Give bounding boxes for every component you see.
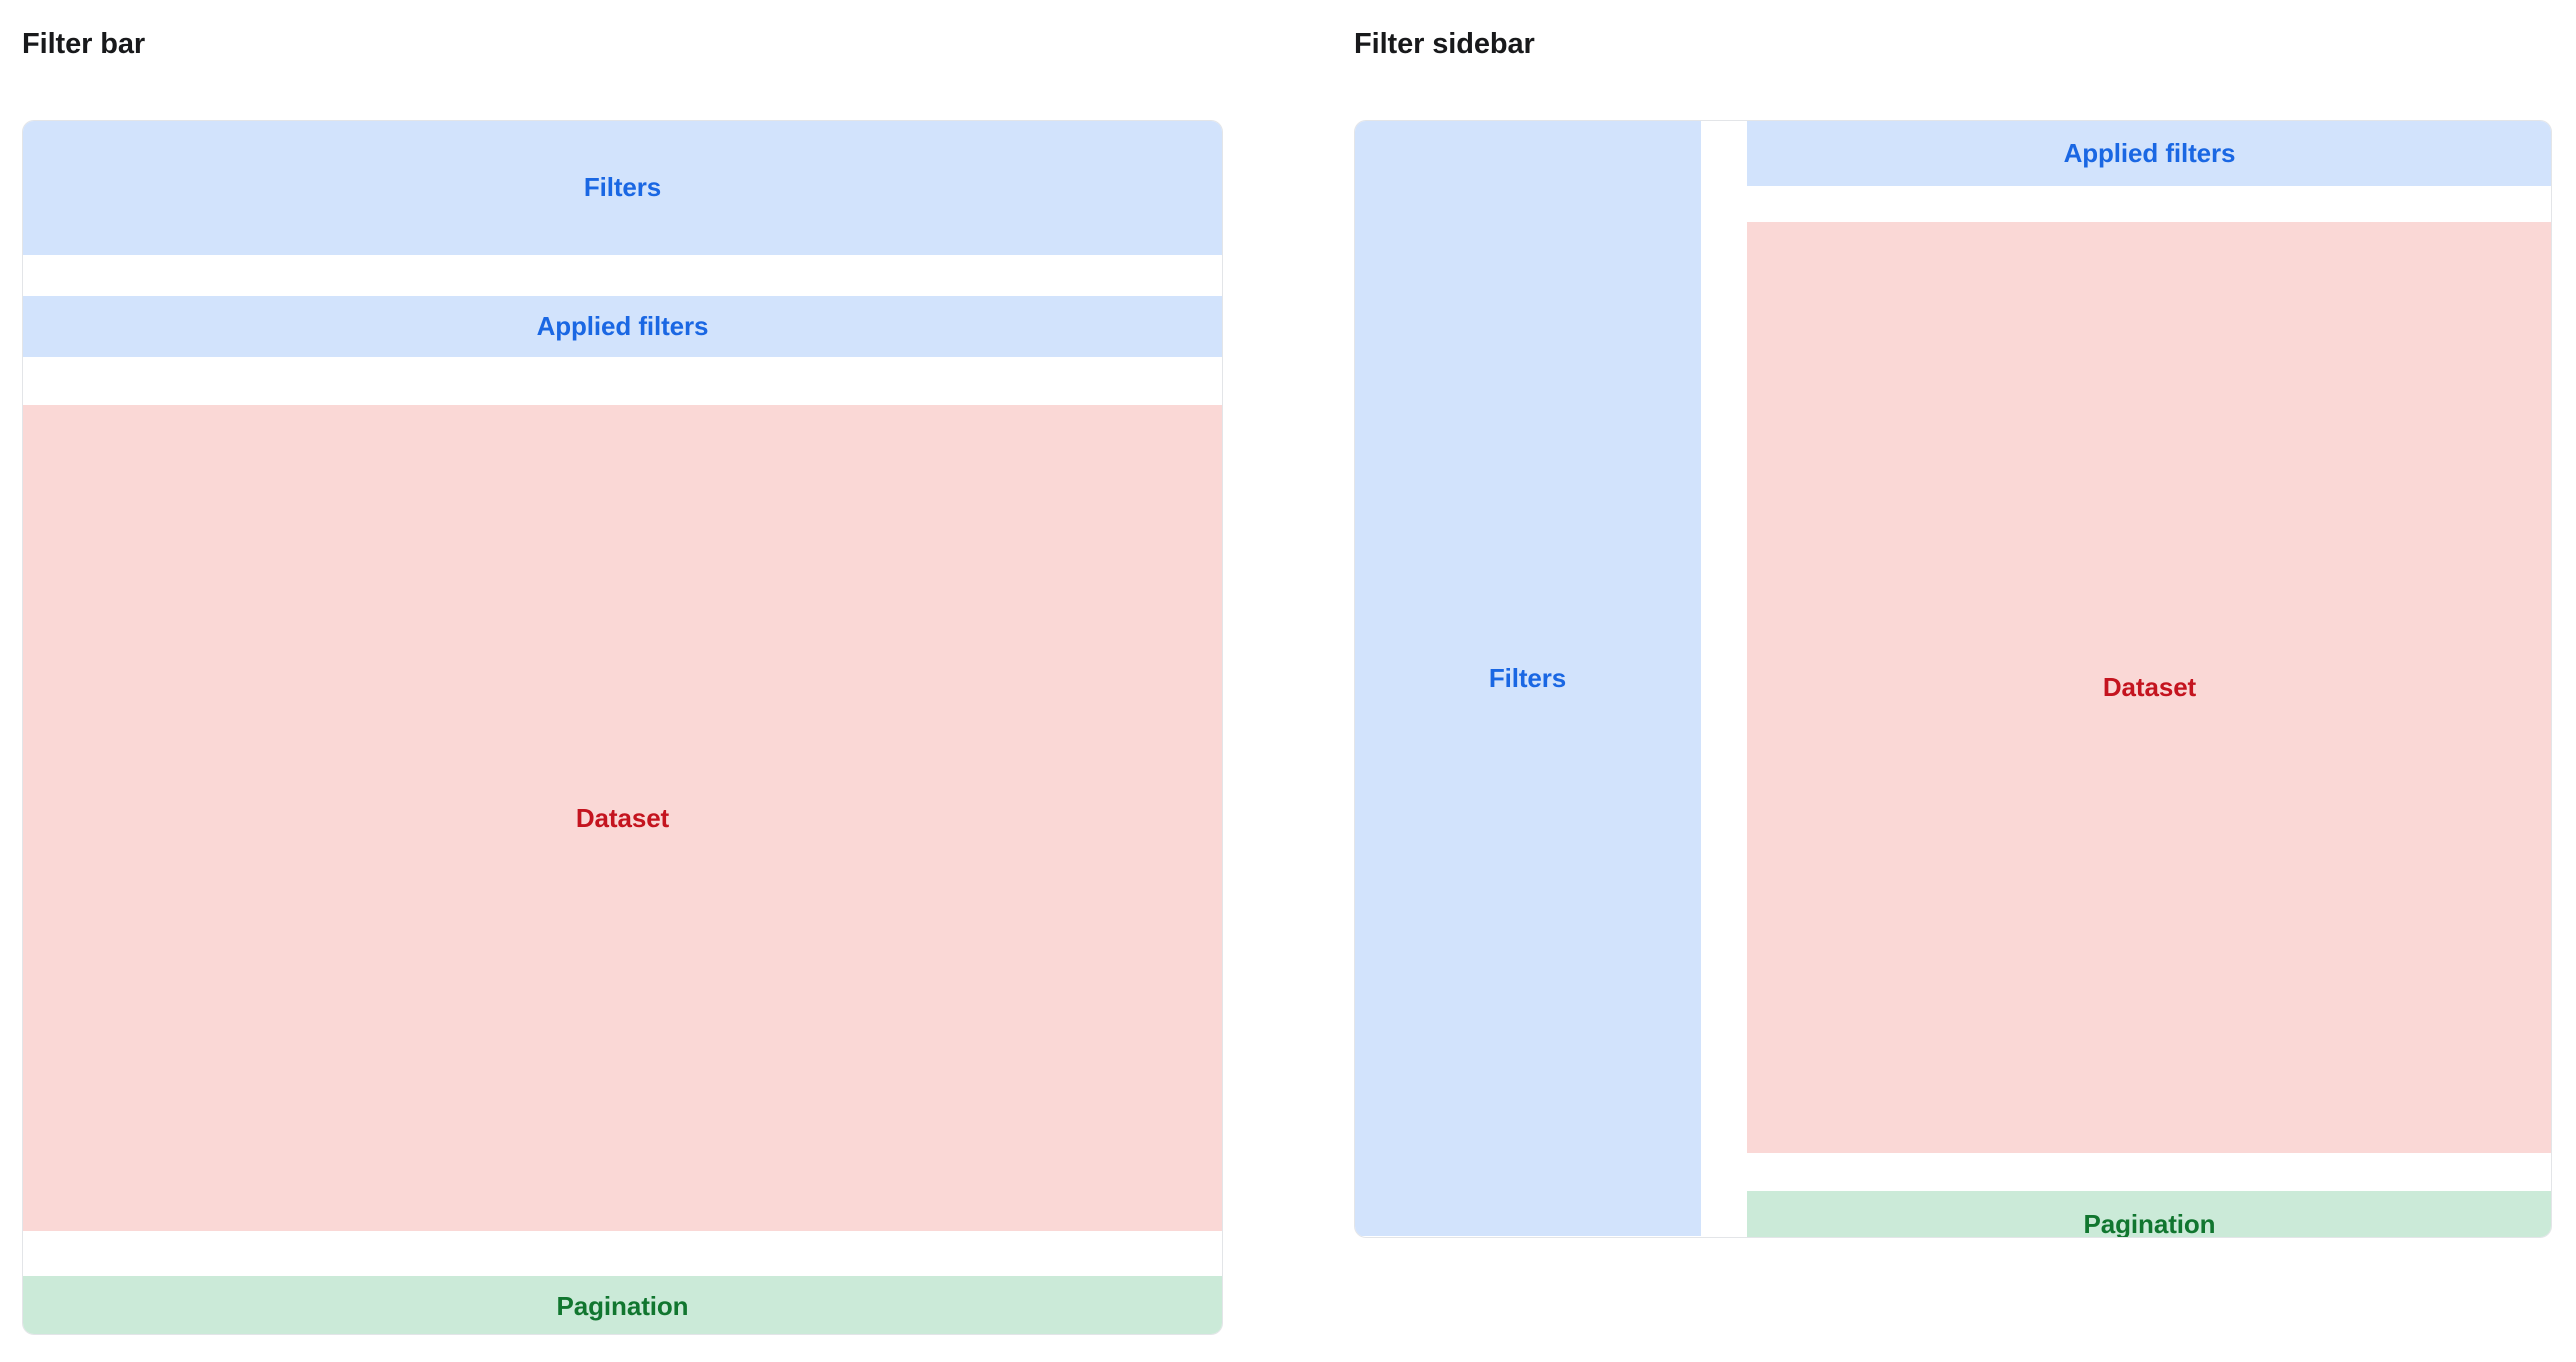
filter-bar-pagination-label: Pagination	[556, 1290, 689, 1321]
filter-bar-panel: Filters Applied filters Dataset Paginati…	[22, 120, 1223, 1335]
filter-sidebar-dataset-region[interactable]: Dataset	[1747, 222, 2551, 1153]
filter-sidebar-title: Filter sidebar	[1354, 28, 1535, 60]
filter-sidebar-panel: Filters Applied filters Dataset Paginati…	[1354, 120, 2552, 1238]
filter-bar-title: Filter bar	[22, 28, 146, 60]
filter-sidebar-applied-filters-region[interactable]: Applied filters	[1747, 121, 2551, 186]
filter-bar-filters-region[interactable]: Filters	[23, 121, 1222, 255]
filter-bar-applied-filters-region[interactable]: Applied filters	[23, 296, 1222, 357]
filter-bar-filters-label: Filters	[583, 172, 662, 202]
filter-bar-dataset-label: Dataset	[575, 802, 670, 833]
filter-sidebar-dataset-label: Dataset	[2102, 672, 2197, 702]
filter-bar-pagination-region[interactable]: Pagination	[23, 1276, 1222, 1334]
filter-bar-stack: Filters Applied filters Dataset Paginati…	[23, 121, 1222, 1334]
filter-sidebar-applied-filters-label: Applied filters	[2063, 137, 2236, 168]
filter-sidebar-content-column: Applied filters Dataset Pagination	[1701, 121, 2551, 1237]
filter-bar-applied-filters-label: Applied filters	[536, 311, 709, 341]
filter-sidebar-filters-label: Filters	[1488, 662, 1567, 693]
filter-bar-dataset-region[interactable]: Dataset	[23, 405, 1222, 1231]
filter-sidebar-filters-region[interactable]: Filters	[1355, 121, 1701, 1236]
filter-sidebar-pagination-region[interactable]: Pagination	[1747, 1191, 2551, 1238]
filter-sidebar-pagination-label: Pagination	[2083, 1208, 2216, 1238]
